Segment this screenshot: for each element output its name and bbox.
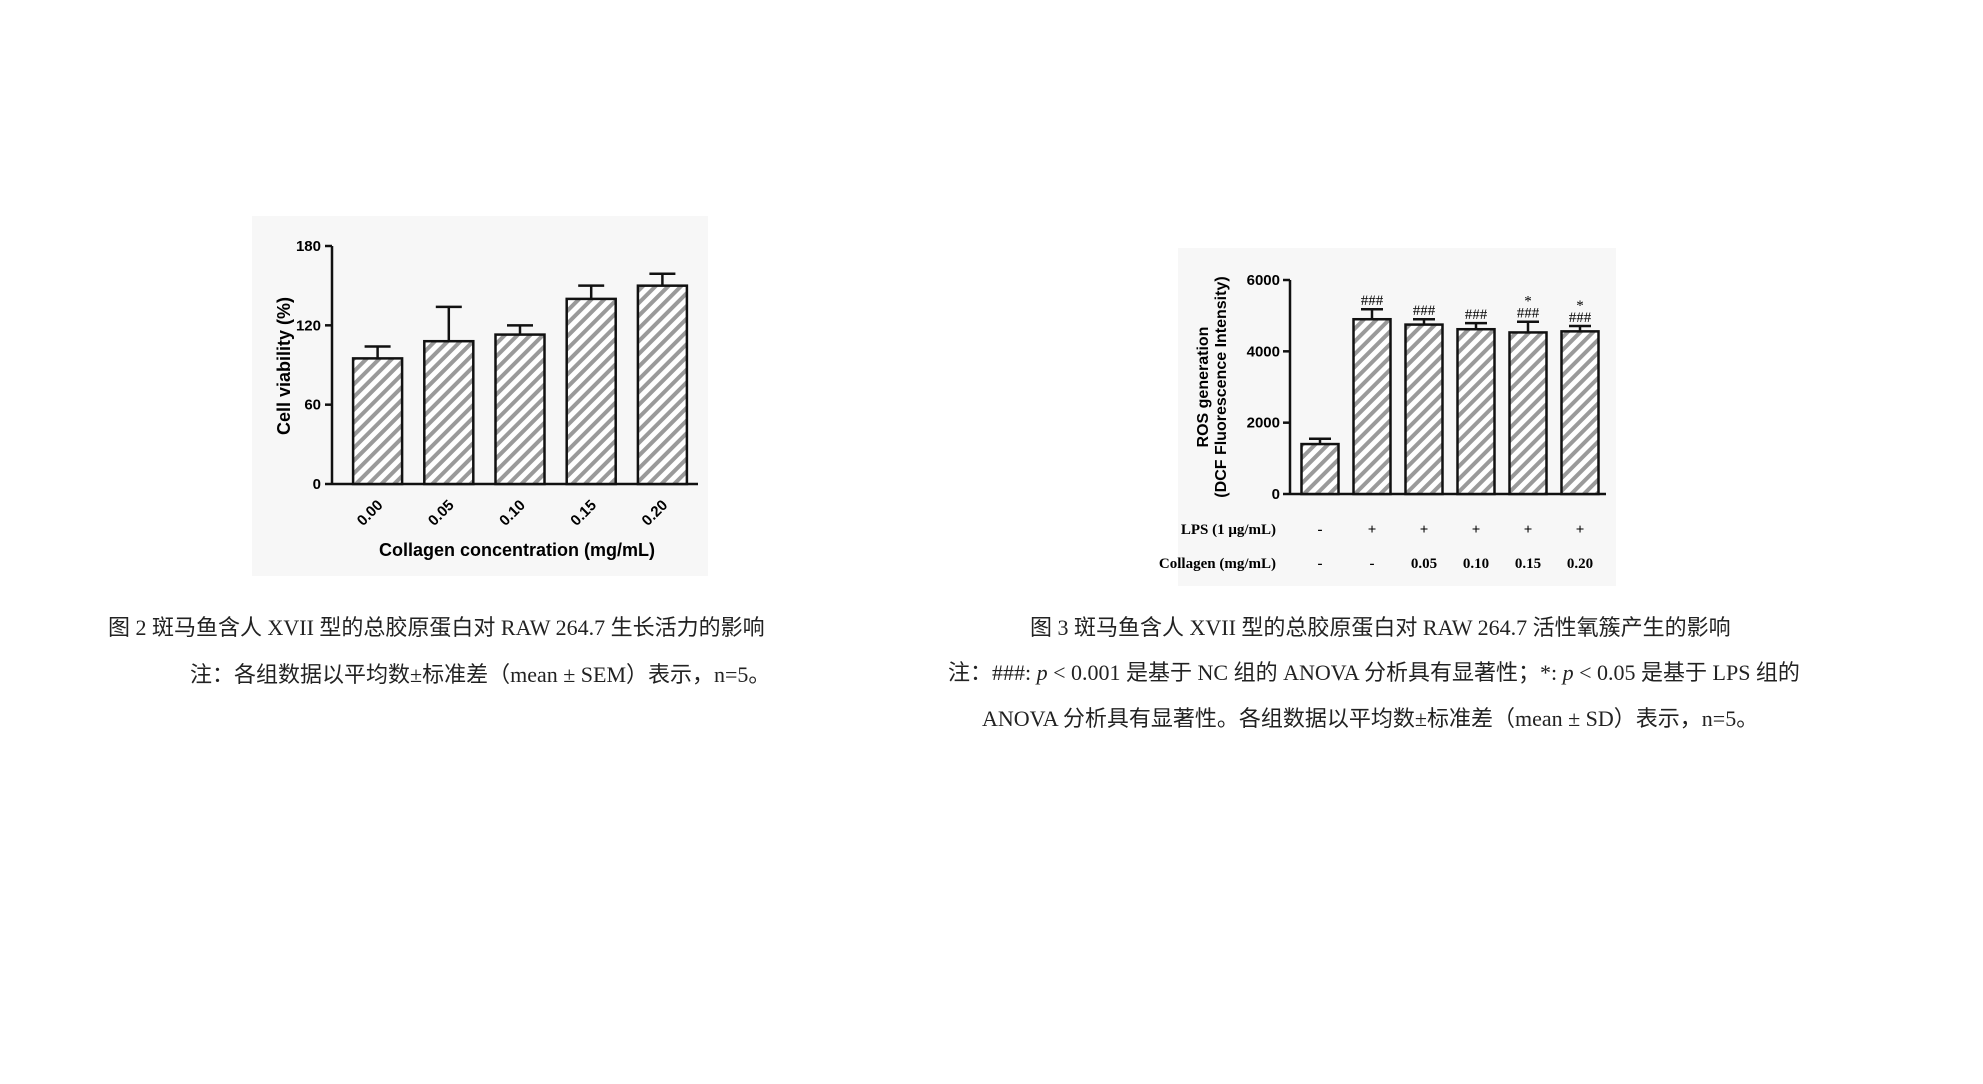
figure-3-caption-title: 图 3 斑马鱼含人 XVII 型的总胶原蛋白对 RAW 264.7 活性氧簇产生… <box>1030 615 1731 640</box>
significance-star: * <box>1524 294 1532 310</box>
y-tick-label: 2000 <box>1247 415 1280 432</box>
x-tick-label: 0.05 <box>425 497 458 530</box>
condition-value: - <box>1318 522 1323 538</box>
cell-viability-bar-chart: 0 60 120 180 0.00 0.05 0.10 0.15 0.20 Collagen co… <box>274 238 698 560</box>
significance-hash: ### <box>1465 307 1488 323</box>
bar <box>423 339 475 486</box>
y-tick-label: 0 <box>1272 486 1280 503</box>
significance-hash: ### <box>1569 310 1592 326</box>
y-axis-title-line-1: ROS generation <box>1195 327 1212 448</box>
condition-value: - <box>1318 556 1323 572</box>
condition-value: 0.20 <box>1567 556 1593 572</box>
bar <box>351 357 404 486</box>
significance-star: * <box>1576 298 1584 314</box>
x-tick-label: 0.20 <box>639 497 672 530</box>
y-tick-label: 4000 <box>1247 343 1280 360</box>
significance-hash: ### <box>1517 306 1540 322</box>
condition-row-label: Collagen (mg/mL) <box>1159 556 1276 572</box>
condition-value: 0.15 <box>1515 556 1541 572</box>
x-tick-label: 0.15 <box>567 497 600 530</box>
condition-value: 0.05 <box>1411 556 1437 572</box>
bar <box>636 284 689 486</box>
condition-row-label: LPS (1 μg/mL) <box>1181 522 1276 538</box>
x-tick-label: 0.00 <box>354 497 387 530</box>
condition-value: + <box>1472 522 1481 538</box>
figure-3-caption-note-line-2: ANOVA 分析具有显著性。各组数据以平均数±标准差（mean ± SD）表示，… <box>982 706 1759 731</box>
figure-3-caption-note-line-1: 注：###: p < 0.001 是基于 NC 组的 ANOVA 分析具有显著性… <box>948 660 1800 685</box>
x-axis-title: Collagen concentration (mg/mL) <box>379 540 655 560</box>
condition-value: - <box>1370 556 1375 572</box>
bar <box>494 333 546 486</box>
condition-value: + <box>1368 522 1377 538</box>
figure-2-chart: 0 60 120 180 0.00 0.05 0.10 0.15 0.20 Collagen co… <box>252 216 708 576</box>
y-tick-label: 0 <box>313 476 321 493</box>
figure-3-chart: 0 2000 4000 6000 ### ### ### * ### * ### LPS (1 μg/… <box>1159 248 1616 586</box>
bar <box>1300 442 1340 496</box>
bar <box>1404 323 1444 496</box>
condition-value: 0.10 <box>1463 556 1489 572</box>
bar <box>1456 327 1496 496</box>
figure-2-caption-note: 注：各组数据以平均数±标准差（mean ± SEM）表示，n=5。 <box>190 662 771 687</box>
bar <box>1508 331 1548 496</box>
significance-hash: ### <box>1413 303 1436 319</box>
condition-value: + <box>1524 522 1533 538</box>
bar <box>1352 317 1392 496</box>
condition-value: + <box>1420 522 1429 538</box>
condition-value: + <box>1576 522 1585 538</box>
significance-hash: ### <box>1361 293 1384 309</box>
y-tick-label: 180 <box>296 238 321 255</box>
y-tick-label: 6000 <box>1247 272 1280 289</box>
y-tick-label: 120 <box>296 317 321 334</box>
y-axis-title: Cell viability (%) <box>274 297 294 435</box>
bar <box>565 297 617 486</box>
bar <box>1560 330 1600 496</box>
figure-2-caption-title: 图 2 斑马鱼含人 XVII 型的总胶原蛋白对 RAW 264.7 生长活力的影… <box>108 615 765 640</box>
x-tick-label: 0.10 <box>496 497 529 530</box>
y-tick-label: 60 <box>304 397 321 414</box>
y-axis-title-line-2: (DCF Fluorescence Intensity) <box>1213 276 1230 497</box>
